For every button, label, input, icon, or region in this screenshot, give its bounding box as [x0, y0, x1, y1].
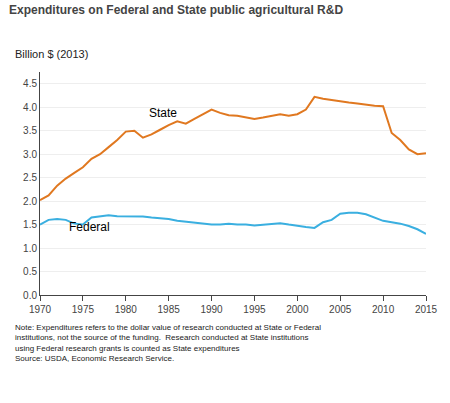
- svg-text:1.5: 1.5: [23, 219, 37, 230]
- svg-text:3.5: 3.5: [23, 125, 37, 136]
- svg-text:1985: 1985: [158, 304, 181, 315]
- svg-text:State: State: [149, 106, 177, 120]
- svg-text:Expenditures on Federal and St: Expenditures on Federal and State public…: [9, 3, 343, 17]
- svg-text:1995: 1995: [243, 304, 266, 315]
- svg-text:Note: Expenditures refers to t: Note: Expenditures refers to the dollar …: [15, 323, 321, 363]
- svg-text:0.0: 0.0: [23, 290, 37, 301]
- svg-text:0.5: 0.5: [23, 266, 37, 277]
- svg-text:1970: 1970: [29, 304, 52, 315]
- svg-text:2010: 2010: [372, 304, 395, 315]
- svg-text:2.5: 2.5: [23, 172, 37, 183]
- svg-text:Federal: Federal: [69, 220, 110, 234]
- svg-text:2.0: 2.0: [23, 196, 37, 207]
- svg-text:4.0: 4.0: [23, 102, 37, 113]
- svg-text:1990: 1990: [200, 304, 223, 315]
- svg-text:2005: 2005: [329, 304, 352, 315]
- svg-text:2000: 2000: [286, 304, 309, 315]
- svg-text:1.0: 1.0: [23, 243, 37, 254]
- svg-text:3.0: 3.0: [23, 149, 37, 160]
- svg-text:2015: 2015: [415, 304, 438, 315]
- svg-text:4.5: 4.5: [23, 78, 37, 89]
- svg-text:Billion $ (2013): Billion $ (2013): [15, 48, 88, 60]
- svg-text:1980: 1980: [115, 304, 138, 315]
- svg-text:1975: 1975: [72, 304, 95, 315]
